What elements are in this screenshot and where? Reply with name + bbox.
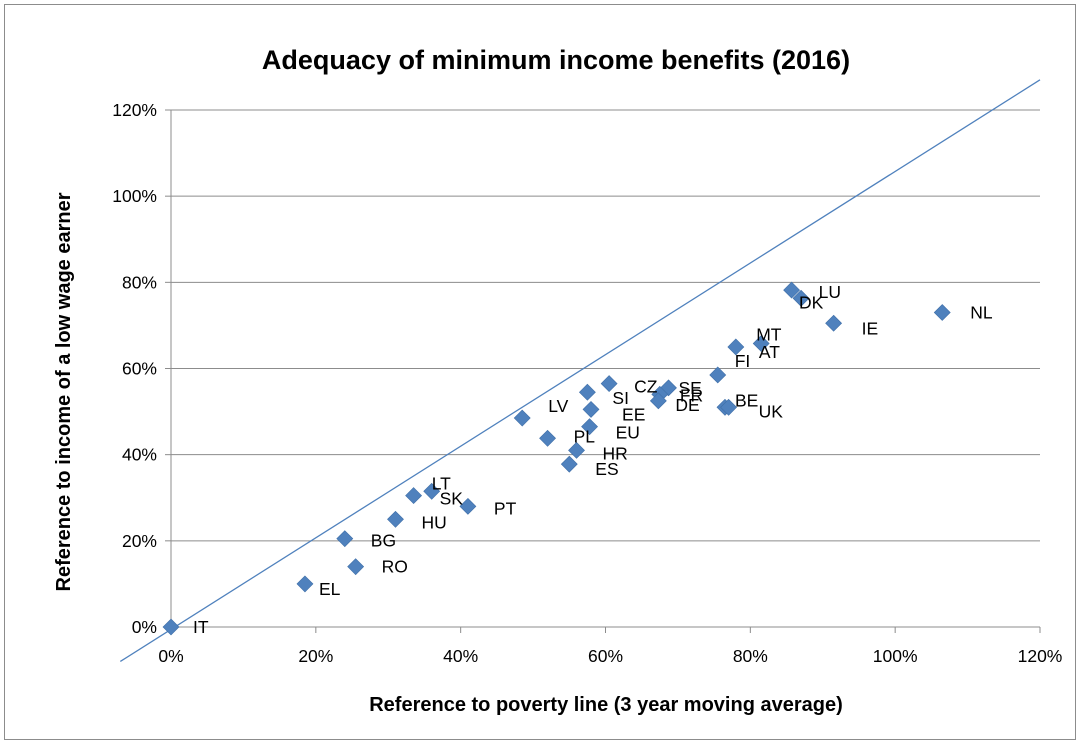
reference-line bbox=[119, 79, 1041, 663]
point-label-eu: EU bbox=[616, 423, 640, 443]
y-tick-label: 20% bbox=[122, 531, 157, 551]
y-tick-label: 60% bbox=[122, 359, 157, 379]
data-point-hr bbox=[568, 441, 585, 459]
data-point-de bbox=[649, 392, 667, 410]
point-label-se: SE bbox=[679, 378, 702, 398]
y-tick-label: 120% bbox=[112, 100, 157, 120]
point-label-hu: HU bbox=[421, 512, 446, 532]
data-point-ee bbox=[582, 401, 600, 418]
data-point-pl bbox=[539, 429, 556, 447]
x-tick-label: 40% bbox=[443, 646, 478, 666]
data-point-ro bbox=[347, 558, 365, 576]
data-point-nl bbox=[933, 304, 951, 321]
reference-line-path bbox=[119, 79, 1041, 663]
data-point-sk bbox=[405, 487, 423, 505]
x-tick-label: 60% bbox=[588, 646, 623, 666]
point-label-pt: PT bbox=[494, 498, 517, 518]
chart-frame bbox=[4, 4, 1076, 740]
data-point-dk bbox=[792, 289, 810, 307]
point-label-cz: CZ bbox=[634, 377, 658, 397]
data-point-lt bbox=[423, 482, 441, 500]
data-point-it bbox=[162, 618, 180, 636]
tick-labels: 0% 20% 40% 60% 80% 100% 120% 0% 20% 40% 60% 80% 100%… bbox=[112, 100, 1062, 666]
point-label-ee: EE bbox=[622, 404, 645, 424]
point-label-ro: RO bbox=[382, 557, 408, 577]
point-label-hr: HR bbox=[603, 443, 628, 463]
y-tick-label: 0% bbox=[132, 617, 157, 637]
data-point-si bbox=[578, 383, 596, 401]
y-axis-title: Reference to income of a low wage earner bbox=[53, 192, 75, 591]
point-label-be: BE bbox=[735, 390, 758, 410]
x-tick-label: 120% bbox=[1018, 646, 1063, 666]
point-label-dk: DK bbox=[799, 292, 824, 312]
y-tick-label: 80% bbox=[122, 272, 157, 292]
point-label-ie: IE bbox=[862, 318, 879, 338]
y-tick-label: 40% bbox=[122, 445, 157, 465]
x-tick-label: 20% bbox=[298, 646, 333, 666]
point-label-fr: FR bbox=[680, 385, 703, 405]
data-point-ie bbox=[825, 314, 843, 332]
point-label-uk: UK bbox=[759, 401, 784, 421]
point-label-el: EL bbox=[319, 579, 341, 599]
data-point-hu bbox=[387, 510, 404, 528]
data-point-eu bbox=[581, 418, 598, 436]
x-axis-title: Reference to poverty line (3 year moving… bbox=[369, 694, 843, 716]
x-tick-label: 80% bbox=[733, 646, 768, 666]
data-point-uk bbox=[720, 398, 738, 416]
point-label-nl: NL bbox=[970, 302, 993, 322]
data-point-fi bbox=[709, 366, 727, 384]
point-label-bg: BG bbox=[371, 531, 396, 551]
point-label-it: IT bbox=[193, 617, 209, 637]
data-point-lu bbox=[783, 281, 801, 299]
data-point-lv bbox=[513, 409, 531, 427]
y-tick-label: 100% bbox=[112, 186, 157, 206]
data-point-es bbox=[560, 455, 578, 473]
data-point-pt bbox=[459, 497, 477, 515]
data-point-el bbox=[296, 575, 314, 593]
axes bbox=[165, 109, 1041, 633]
data-point-mt bbox=[752, 335, 770, 352]
point-label-mt: MT bbox=[756, 325, 782, 345]
point-label-de: DE bbox=[675, 395, 699, 415]
data-point-cz bbox=[600, 375, 618, 393]
chart-title: Adequacy of minimum income benefits (201… bbox=[262, 45, 850, 75]
data-points bbox=[162, 281, 951, 636]
point-label-lv: LV bbox=[548, 396, 568, 416]
point-label-pl: PL bbox=[574, 426, 596, 446]
x-tick-label: 100% bbox=[873, 646, 918, 666]
point-label-lu: LU bbox=[819, 282, 841, 302]
point-label-si: SI bbox=[612, 388, 629, 408]
point-label-at: AT bbox=[759, 342, 780, 362]
data-point-bg bbox=[336, 530, 354, 548]
point-label-lt: LT bbox=[432, 473, 451, 493]
point-label-fi: FI bbox=[735, 351, 751, 371]
gridlines bbox=[171, 109, 1040, 542]
point-label-es: ES bbox=[595, 459, 618, 479]
point-label-sk: SK bbox=[440, 489, 464, 509]
data-point-at bbox=[727, 338, 745, 356]
x-tick-label: 0% bbox=[158, 646, 183, 666]
